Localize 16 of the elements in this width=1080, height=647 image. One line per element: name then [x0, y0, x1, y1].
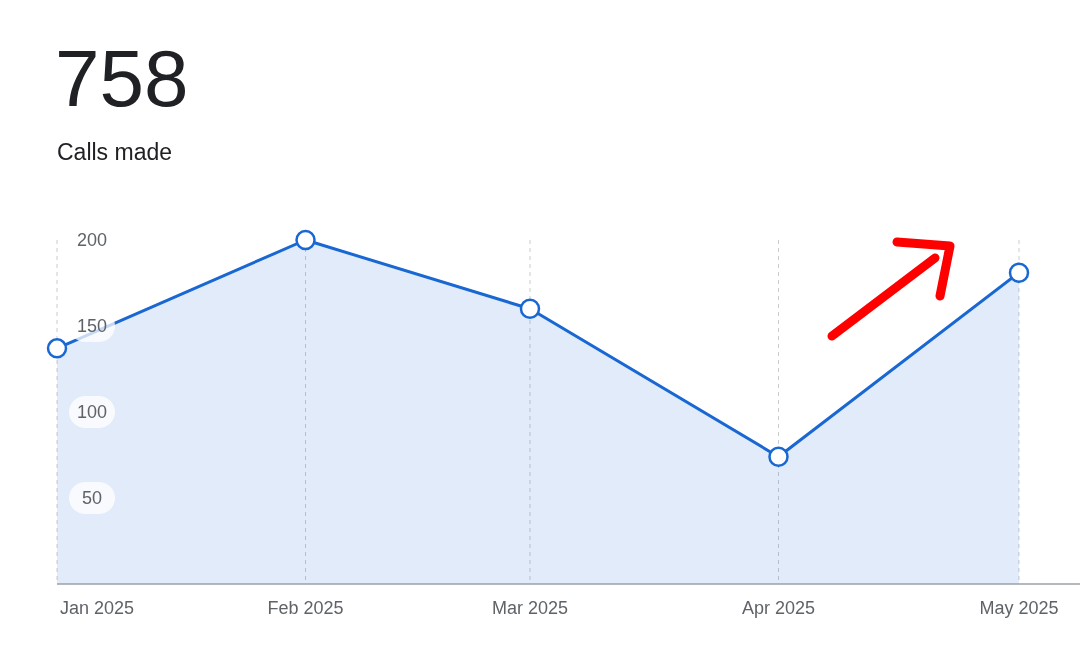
y-tick-label: 200	[76, 230, 108, 250]
chart-subtitle: Calls made	[57, 139, 173, 165]
y-tick-label: 150	[76, 316, 108, 336]
point	[519, 298, 541, 320]
x-tick-label: Jan 2025	[59, 598, 135, 618]
x-tick-label: Apr 2025	[741, 598, 816, 618]
point	[768, 446, 789, 467]
y-tick-label: 50	[81, 488, 103, 508]
y-tick-label: 100	[76, 402, 108, 422]
x-tick-label: May 2025	[979, 598, 1059, 618]
point	[1008, 262, 1030, 283]
x-tick-label: Mar 2025	[491, 598, 569, 618]
point	[46, 338, 68, 359]
point	[295, 229, 316, 251]
chart-title: 758	[55, 34, 189, 123]
x-tick-label: Feb 2025	[267, 598, 344, 618]
